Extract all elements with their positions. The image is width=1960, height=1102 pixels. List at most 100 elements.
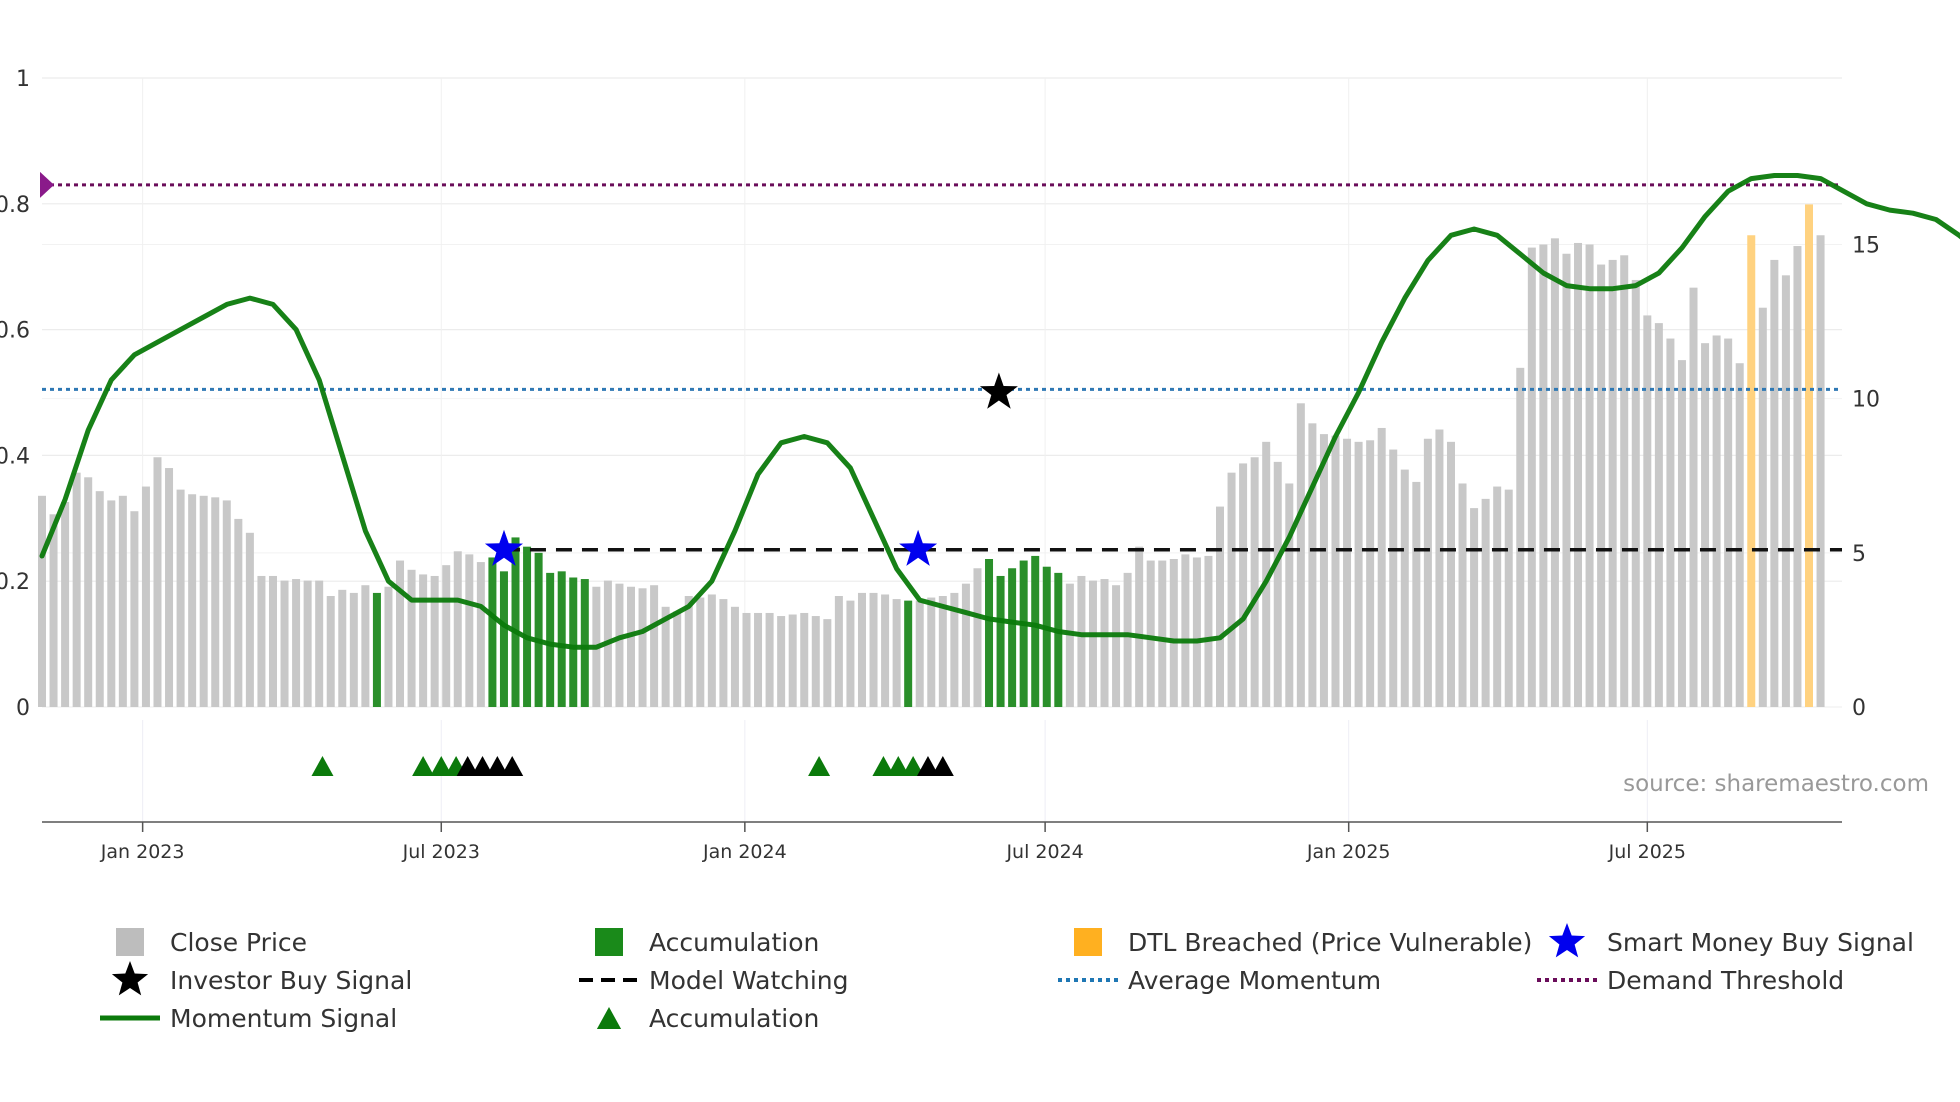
close-price-bar-22 xyxy=(292,579,301,707)
close-price-bar-134 xyxy=(1585,244,1594,707)
close-price-bar-66 xyxy=(800,612,809,707)
close-price-bar-137 xyxy=(1620,255,1629,707)
close-price-bar-52 xyxy=(638,588,647,707)
close-price-bar-23 xyxy=(303,580,312,707)
close-price-bar-145 xyxy=(1712,335,1721,707)
accumulation-bar-39 xyxy=(488,557,497,707)
close-price-bar-62 xyxy=(754,612,763,707)
accumulation-triangle-green-5 xyxy=(872,756,895,776)
legend-star-investor xyxy=(111,961,149,996)
close-price-bar-30 xyxy=(384,586,393,707)
right-tick-label-3: 15 xyxy=(1852,234,1880,259)
legend-label-smart: Smart Money Buy Signal xyxy=(1607,928,1914,957)
close-price-bar-67 xyxy=(811,616,820,707)
close-price-bar-108 xyxy=(1285,483,1294,707)
close-price-bar-97 xyxy=(1158,560,1167,707)
close-price-bar-101 xyxy=(1204,555,1213,707)
close-price-bar-34 xyxy=(430,575,439,707)
legend-label-momentum: Momentum Signal xyxy=(170,1004,397,1033)
close-price-bar-26 xyxy=(338,589,347,707)
close-price-bar-118 xyxy=(1400,469,1409,707)
legend-label-dtl: DTL Breached (Price Vulnerable) xyxy=(1128,928,1532,957)
close-price-bar-143 xyxy=(1689,287,1698,707)
close-price-bar-139 xyxy=(1643,315,1652,707)
legend-swatch-accum_bar xyxy=(595,928,623,956)
close-price-bar-90 xyxy=(1077,575,1086,707)
accumulation-bar-44 xyxy=(546,572,555,707)
legend-swatch-close xyxy=(116,928,144,956)
close-price-bar-140 xyxy=(1654,323,1663,707)
x-tick-label-4: Jan 2025 xyxy=(1306,841,1391,863)
close-price-bar-65 xyxy=(788,614,797,707)
close-price-bar-18 xyxy=(245,532,254,707)
legend-item-close: Close Price xyxy=(116,928,307,957)
close-price-bar-106 xyxy=(1262,441,1271,707)
close-price-bar-138 xyxy=(1631,279,1640,707)
accumulation-markers xyxy=(311,756,954,776)
close-price-bar-25 xyxy=(326,596,335,707)
close-price-bar-104 xyxy=(1239,463,1248,707)
close-price-bar-69 xyxy=(834,596,843,707)
close-price-bar-6 xyxy=(107,500,116,707)
accumulation-bar-75 xyxy=(904,600,913,707)
close-price-bar-59 xyxy=(719,599,728,707)
accumulation-triangle-green-6 xyxy=(887,756,910,776)
close-price-bar-72 xyxy=(869,592,878,707)
accumulation-triangle-green-0 xyxy=(311,756,334,776)
legend-item-momentum: Momentum Signal xyxy=(100,1004,397,1033)
close-price-bar-76 xyxy=(915,600,924,707)
close-price-bar-16 xyxy=(222,500,231,707)
left-tick-label-3: 0.6 xyxy=(0,319,30,344)
smart-money-buy-signal-0 xyxy=(484,529,523,566)
legend-label-demand: Demand Threshold xyxy=(1607,966,1844,995)
accumulation-bar-85 xyxy=(1019,560,1028,707)
close-price-bar-60 xyxy=(730,606,739,707)
legend-label-accum_bar: Accumulation xyxy=(649,928,819,957)
x-tick-label-3: Jul 2024 xyxy=(1005,841,1083,863)
close-price-bar-4 xyxy=(84,477,93,707)
close-price-bar-74 xyxy=(892,599,901,707)
close-price-bar-31 xyxy=(396,560,405,707)
close-price-bar-103 xyxy=(1227,472,1236,707)
close-price-bar-71 xyxy=(857,592,866,707)
right-tick-label-0: 0 xyxy=(1852,696,1866,721)
close-price-bar-7 xyxy=(118,495,127,707)
accumulation-triangle-green-7 xyxy=(902,756,925,776)
legend-item-watching: Model Watching xyxy=(579,966,849,995)
close-price-bar-35 xyxy=(442,565,451,707)
legend-label-investor: Investor Buy Signal xyxy=(170,966,412,995)
close-price-bar-120 xyxy=(1423,438,1432,707)
accumulation-triangle-green-2 xyxy=(430,756,453,776)
x-tick-label-1: Jul 2023 xyxy=(402,841,480,863)
legend-item-smart: Smart Money Buy Signal xyxy=(1548,923,1914,958)
legend-item-demand: Demand Threshold xyxy=(1537,966,1844,995)
close-price-bar-132 xyxy=(1562,253,1571,707)
close-price-bar-1 xyxy=(49,514,58,707)
close-price-bar-91 xyxy=(1088,580,1097,707)
close-price-bar-73 xyxy=(881,594,890,707)
accumulation-triangle-green-1 xyxy=(412,756,435,776)
close-price-bar-61 xyxy=(742,612,751,707)
close-price-bar-114 xyxy=(1354,441,1363,707)
close-price-bar-109 xyxy=(1296,403,1305,707)
close-price-bar-2 xyxy=(61,501,70,707)
close-price-bar-56 xyxy=(684,596,693,707)
accumulation-bar-40 xyxy=(499,571,508,707)
close-price-bar-24 xyxy=(315,580,324,707)
legend-label-accum_tri: Accumulation xyxy=(649,1004,819,1033)
accumulation-triangle-black-5 xyxy=(931,756,954,776)
accumulation-bar-84 xyxy=(1008,568,1017,707)
close-price-bar-144 xyxy=(1701,343,1710,707)
close-price-bar-28 xyxy=(361,585,370,707)
close-price-bar-17 xyxy=(234,518,243,707)
close-price-bar-3 xyxy=(72,472,81,707)
close-price-bar-8 xyxy=(130,511,139,707)
close-price-bar-112 xyxy=(1331,435,1340,707)
x-tick-label-5: Jul 2025 xyxy=(1608,841,1686,863)
accumulation-bar-43 xyxy=(534,552,543,707)
close-price-bar-146 xyxy=(1724,338,1733,707)
close-price-bar-27 xyxy=(349,592,358,707)
close-price-bar-21 xyxy=(280,580,289,707)
close-price-bar-54 xyxy=(661,606,670,707)
